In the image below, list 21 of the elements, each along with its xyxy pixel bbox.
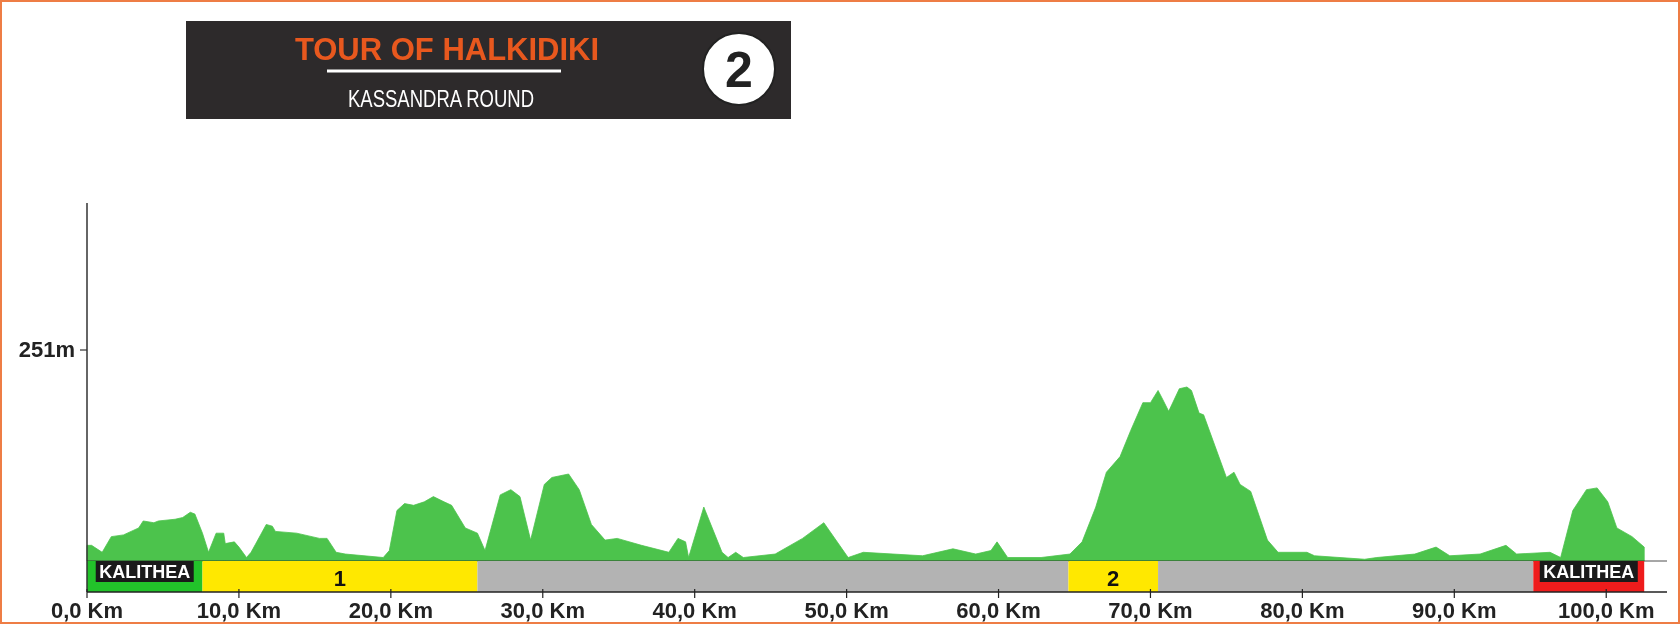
x-tick-label: 10,0 Km: [196, 598, 282, 623]
y-axis-title: 251m: [18, 337, 75, 362]
bar: [1068, 561, 1159, 592]
chart-subtitle: KASSANDRA ROUND: [348, 85, 590, 112]
x-tick-label: 70,0 Km: [1108, 598, 1193, 623]
x-tick-label: 90,0 Km: [1412, 598, 1497, 623]
x-tick-label: 80,0 Km: [1260, 598, 1345, 623]
x-tick-label: 0,0 Km: [50, 598, 124, 623]
x-tick-label: 30,0 Km: [500, 598, 585, 623]
x-tick-label: 60,0 Km: [956, 598, 1041, 623]
chart-title: TOUR OF HALKIDIKI: [294, 32, 600, 67]
bar: [1158, 561, 1534, 592]
x-tick-label: 40,0 Km: [652, 598, 737, 623]
series-label: 2: [1107, 565, 1120, 591]
bar: [477, 561, 1069, 592]
text: 2: [725, 42, 753, 98]
series-label: 1: [333, 565, 347, 591]
x-tick-label: 50,0 Km: [804, 598, 889, 623]
x-tick-label: 100,0 Km: [1557, 598, 1655, 623]
bar: [202, 561, 478, 592]
x-tick-label: 20,0 Km: [348, 598, 434, 623]
